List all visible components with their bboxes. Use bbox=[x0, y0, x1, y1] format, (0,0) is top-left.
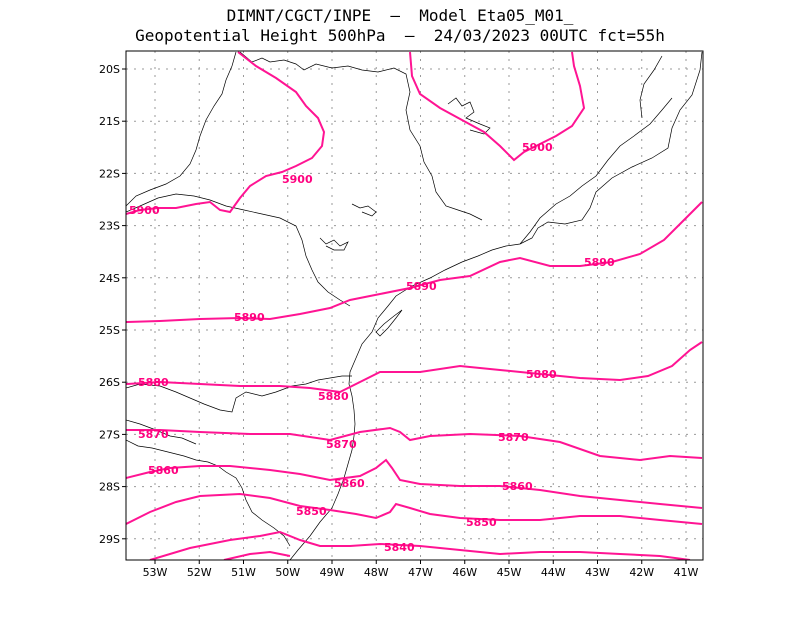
contour-label: 5890 bbox=[406, 280, 437, 293]
lon-tick-label: 47W bbox=[408, 566, 433, 579]
contour-label: 5860 bbox=[502, 480, 533, 493]
lat-tick-label: 27S bbox=[99, 428, 120, 441]
lat-tick-label: 26S bbox=[99, 376, 120, 389]
contour-label: 5870 bbox=[138, 428, 169, 441]
contour-label: 5870 bbox=[498, 431, 529, 444]
contour-5870 bbox=[126, 426, 703, 462]
lon-tick-label: 45W bbox=[497, 566, 522, 579]
contour-label: 5860 bbox=[334, 477, 365, 490]
contour-label: 5900 bbox=[129, 204, 160, 217]
contour-label: 5850 bbox=[466, 516, 497, 529]
contour-5840-sw bbox=[223, 550, 291, 560]
state-border-pr-sc bbox=[126, 375, 352, 413]
lon-tick-label: 42W bbox=[629, 566, 654, 579]
lat-tick-label: 29S bbox=[99, 533, 120, 546]
contour-5900-east bbox=[409, 51, 586, 162]
contour-label: 5860 bbox=[148, 464, 179, 477]
contour-label: 5900 bbox=[282, 173, 313, 186]
contour-5860 bbox=[126, 458, 703, 509]
lon-tick-label: 46W bbox=[452, 566, 477, 579]
contour-label: 5850 bbox=[296, 505, 327, 518]
lon-tick-label: 49W bbox=[320, 566, 345, 579]
reservoir bbox=[447, 97, 491, 135]
contour-label: 5880 bbox=[138, 376, 169, 389]
island bbox=[375, 309, 403, 337]
border-brazil-argentina bbox=[126, 439, 291, 547]
lon-tick-label: 41W bbox=[674, 566, 699, 579]
map-frame bbox=[125, 50, 704, 561]
contour-label: 5840 bbox=[384, 541, 415, 554]
lat-tick-label: 22S bbox=[99, 167, 120, 180]
lat-lon-grid bbox=[126, 51, 703, 560]
map-title-line2: Geopotential Height 500hPa – 24/03/2023 … bbox=[135, 26, 665, 45]
contour-5840 bbox=[149, 530, 691, 560]
lon-tick-label: 48W bbox=[364, 566, 389, 579]
lon-tick-label: 50W bbox=[275, 566, 300, 579]
lon-tick-label: 53W bbox=[143, 566, 168, 579]
latitude-axis: 20S 21S 22S 23S 24S 25S 26S 27S 28S 29S bbox=[99, 63, 126, 546]
contour-label: 5890 bbox=[584, 256, 615, 269]
reservoir bbox=[319, 237, 349, 251]
state-border-sp-mg-2 bbox=[126, 51, 237, 207]
contour-5880 bbox=[126, 341, 703, 394]
lon-tick-label: 43W bbox=[585, 566, 610, 579]
state-border-mg-sp bbox=[239, 51, 483, 221]
lat-tick-label: 24S bbox=[99, 272, 120, 285]
coastline bbox=[289, 51, 703, 560]
reservoir bbox=[351, 203, 377, 217]
height-contours bbox=[126, 51, 703, 560]
lat-tick-label: 23S bbox=[99, 220, 120, 233]
contour-label: 5880 bbox=[526, 368, 557, 381]
border-misiones bbox=[126, 419, 197, 445]
contour-label: 5890 bbox=[234, 311, 265, 324]
lat-tick-label: 20S bbox=[99, 63, 120, 76]
lat-tick-label: 21S bbox=[99, 115, 120, 128]
state-border-mg-rj bbox=[519, 97, 673, 245]
contour-5900-west bbox=[126, 51, 326, 215]
longitude-axis: 53W 52W 51W 50W 49W 48W 47W 46W 45W 44W 43W 42W 41W bbox=[143, 560, 699, 579]
contour-label: 5900 bbox=[522, 141, 553, 154]
contour-5890 bbox=[126, 201, 703, 323]
contour-label: 5870 bbox=[326, 438, 357, 451]
state-border-mg-es bbox=[639, 55, 663, 119]
lat-tick-label: 28S bbox=[99, 481, 120, 494]
lon-tick-label: 52W bbox=[187, 566, 212, 579]
lat-tick-label: 25S bbox=[99, 324, 120, 337]
map-title-line1: DIMNT/CGCT/INPE – Model Eta05_M01_ bbox=[226, 6, 574, 25]
coastline-and-borders bbox=[126, 51, 703, 560]
state-border-ms-pr bbox=[126, 193, 351, 307]
contour-5850 bbox=[126, 492, 703, 525]
lon-tick-label: 51W bbox=[231, 566, 256, 579]
contour-label: 5880 bbox=[318, 390, 349, 403]
lon-tick-label: 44W bbox=[541, 566, 566, 579]
contour-labels: 5900 5900 5900 5890 5890 5890 5880 5880 … bbox=[129, 141, 615, 554]
